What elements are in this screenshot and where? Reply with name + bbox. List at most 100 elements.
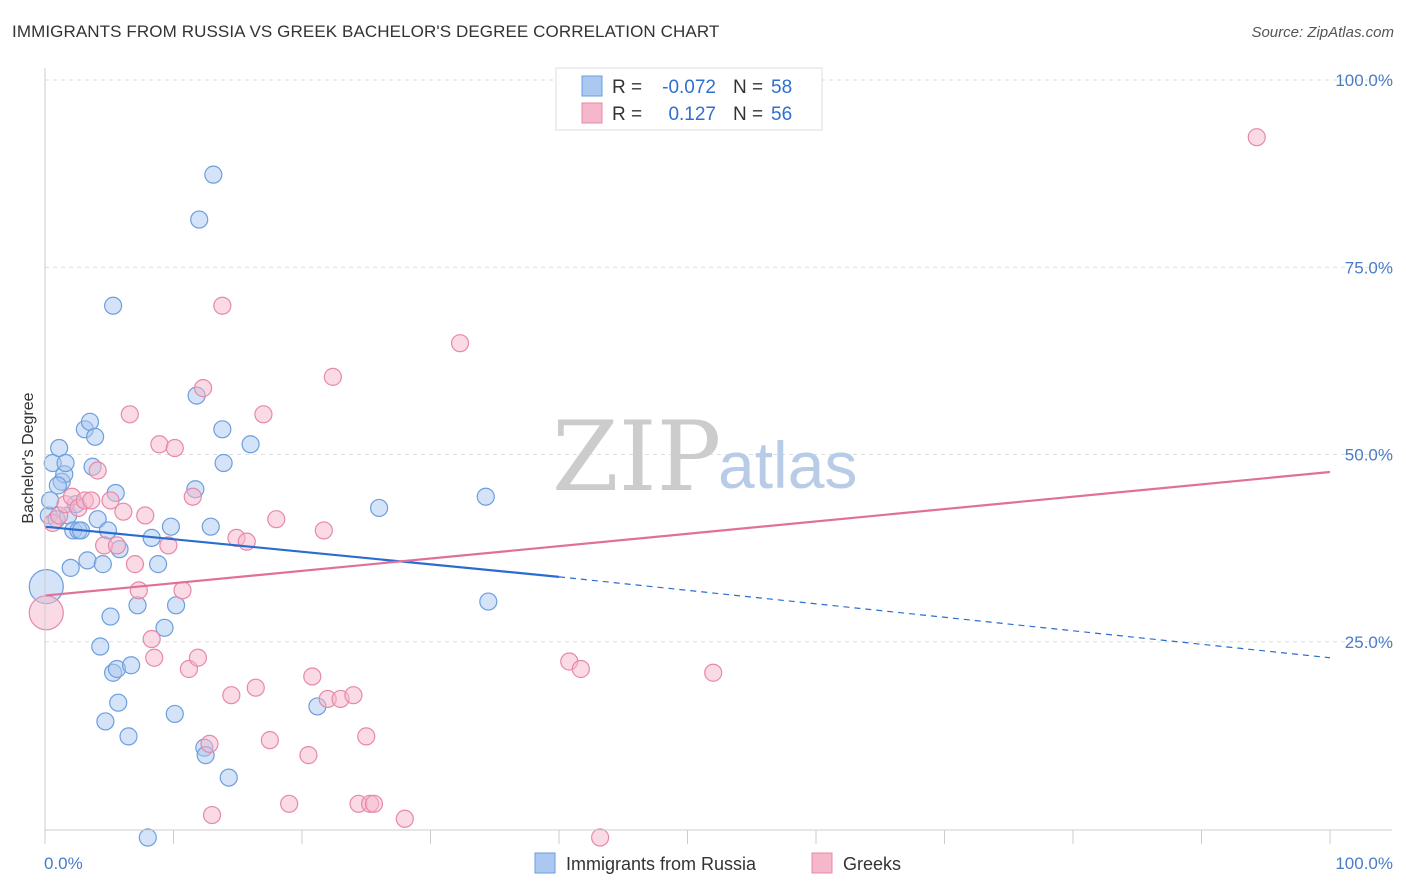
point-greeks-28 <box>202 805 222 825</box>
point-greeks-22 <box>173 581 192 600</box>
point-russia-47 <box>201 517 220 536</box>
point-greeks-30 <box>222 686 241 705</box>
point-greeks-10 <box>101 491 120 510</box>
point-russia-10 <box>61 558 80 577</box>
point-greeks-42 <box>323 367 342 386</box>
point-greeks-14 <box>125 555 145 574</box>
point-russia-48 <box>204 165 223 184</box>
point-greeks-50 <box>450 334 470 353</box>
point-russia-22 <box>93 555 112 574</box>
point-russia-39 <box>161 517 181 536</box>
legend-r-value-greeks: 0.127 <box>668 104 716 125</box>
point-russia-32 <box>119 727 138 746</box>
point-russia-50 <box>214 453 233 473</box>
point-greeks-12 <box>114 502 133 521</box>
bottom-legend-swatch-russia <box>534 852 556 874</box>
point-greeks-39 <box>303 667 322 686</box>
bottom-legend: Immigrants from Russia Greeks <box>534 852 901 874</box>
point-greeks-20 <box>159 536 178 555</box>
legend-n-value-russia: 58 <box>771 77 792 98</box>
legend-r-value-russia: -0.072 <box>662 77 716 98</box>
trend-line-greeks <box>44 470 1331 597</box>
point-russia-57 <box>48 476 67 495</box>
point-russia-21 <box>91 637 110 656</box>
point-russia-23 <box>96 712 115 731</box>
y-tick-label-100: 100.0% <box>1335 71 1393 90</box>
point-russia-55 <box>476 487 495 506</box>
point-greeks-13 <box>120 405 139 424</box>
point-russia-41 <box>166 596 186 615</box>
point-russia-34 <box>128 596 147 615</box>
point-greeks-33 <box>246 678 265 697</box>
chart-source: Source: ZipAtlas.com <box>1251 24 1394 41</box>
legend-n-value-greeks: 56 <box>771 104 792 125</box>
point-russia-27 <box>104 296 123 315</box>
y-tick-label-25: 25.0% <box>1345 633 1393 652</box>
point-russia-24 <box>98 521 118 540</box>
point-greeks-40 <box>314 521 333 540</box>
point-russia-30 <box>109 693 128 712</box>
point-greeks-25 <box>188 648 208 667</box>
point-greeks-26 <box>193 379 213 398</box>
point-greeks-18 <box>145 648 164 667</box>
point-greeks-15 <box>129 581 148 600</box>
legend-swatch-greeks <box>581 102 603 124</box>
point-greeks-55 <box>1247 128 1266 147</box>
legend-n-label-greeks: N = <box>733 104 763 125</box>
point-russia-38 <box>155 618 174 637</box>
point-greeks-46 <box>357 727 376 746</box>
point-russia-19 <box>86 427 105 446</box>
point-russia-16 <box>78 551 97 570</box>
point-russia-52 <box>241 435 260 454</box>
y-axis-label: Bachelor's Degree <box>20 392 37 523</box>
x-tick-label-0: 0.0% <box>44 854 83 873</box>
point-russia-20 <box>88 510 107 529</box>
grid-layer <box>45 79 1392 643</box>
legend-swatch-russia <box>581 75 603 97</box>
bottom-legend-label-russia: Immigrants from Russia <box>566 854 757 874</box>
point-russia-51 <box>219 768 238 787</box>
bottom-legend-swatch-greeks <box>811 852 833 874</box>
point-russia-40 <box>165 704 184 724</box>
point-russia-25 <box>101 607 120 626</box>
point-greeks-38 <box>299 746 318 765</box>
y-tick-label-75: 75.0% <box>1345 258 1393 277</box>
point-russia-49 <box>213 420 232 439</box>
point-greeks-8 <box>88 461 107 480</box>
point-greeks-7 <box>82 491 101 510</box>
point-russia-5 <box>50 438 69 458</box>
bottom-legend-label-greeks: Greeks <box>843 854 901 874</box>
point-greeks-24 <box>183 487 202 506</box>
point-greeks-54 <box>704 663 723 682</box>
point-greeks-27 <box>200 734 219 753</box>
point-russia-8 <box>56 453 75 473</box>
y-tick-label-50: 50.0% <box>1345 446 1393 465</box>
point-greeks-16 <box>136 506 155 525</box>
point-russia-33 <box>121 656 141 675</box>
point-greeks-49 <box>395 809 414 828</box>
point-greeks-37 <box>280 794 299 813</box>
point-russia-37 <box>148 555 168 574</box>
point-greeks-35 <box>260 731 279 750</box>
point-greeks-19 <box>150 435 169 454</box>
point-greeks-17 <box>142 629 161 649</box>
point-greeks-44 <box>344 686 363 705</box>
point-greeks-48 <box>364 794 384 813</box>
axis-layer: 25.0% 50.0% 75.0% 100.0% 0.0% 100.0% <box>44 68 1393 873</box>
legend-r-label-greeks: R = <box>612 104 642 125</box>
point-russia-54 <box>370 498 389 518</box>
top-legend: R = -0.072 N = 58 R = 0.127 N = 56 <box>555 67 823 131</box>
trend-line-russia <box>44 525 560 578</box>
trend-layer <box>44 470 1331 659</box>
x-tick-label-100: 100.0% <box>1335 854 1393 873</box>
point-greeks-36 <box>267 510 286 529</box>
point-russia-56 <box>479 592 498 611</box>
trend-line-russia-extension <box>558 576 1331 659</box>
point-greeks-53 <box>591 828 610 847</box>
point-russia-2 <box>41 491 60 510</box>
point-russia-35 <box>138 828 157 847</box>
point-greeks-52 <box>571 659 590 679</box>
point-greeks-34 <box>254 405 273 424</box>
watermark: ZIP atlas <box>552 401 857 513</box>
